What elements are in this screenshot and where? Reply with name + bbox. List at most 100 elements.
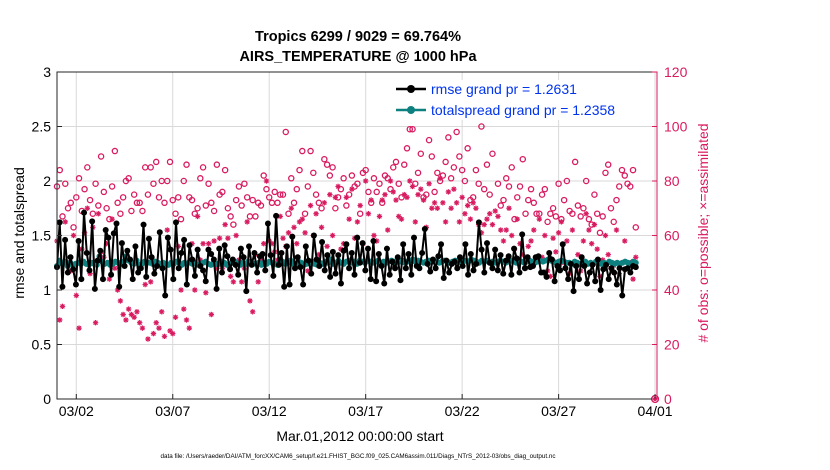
obs-assimilated-point xyxy=(59,303,66,310)
rmse-point xyxy=(575,276,582,283)
asterisk-stroke xyxy=(410,184,415,189)
rmse-point xyxy=(400,241,407,248)
obs-possible-point xyxy=(345,191,353,198)
obs-possible-point xyxy=(536,210,543,217)
asterisk-stroke xyxy=(363,178,369,184)
obs-assimilated-point xyxy=(412,219,418,225)
rmse-point xyxy=(83,249,90,256)
obs-assimilated-point xyxy=(500,238,507,244)
asterisk-stroke xyxy=(123,317,129,323)
rmse-point xyxy=(456,254,463,261)
obs-possible-point xyxy=(194,204,201,212)
obs-assimilated-point xyxy=(302,230,308,236)
obs-possible-point xyxy=(469,194,477,201)
asterisk-stroke xyxy=(131,314,137,320)
asterisk-stroke xyxy=(349,186,355,192)
obs-assimilated-point xyxy=(153,320,159,326)
obs-assimilated-point xyxy=(249,309,256,315)
obs-possible-point xyxy=(453,128,460,136)
obs-assimilated-point xyxy=(227,273,234,280)
obs-possible-point xyxy=(555,180,562,187)
obs-possible-point xyxy=(627,183,634,190)
obs-possible-point xyxy=(365,188,372,196)
obs-possible-point xyxy=(414,169,422,177)
rmse-point xyxy=(229,256,236,263)
rmse-point xyxy=(562,265,569,272)
obs-possible-point xyxy=(527,185,535,193)
asterisk-stroke xyxy=(542,233,548,238)
obs-possible-point xyxy=(376,180,383,187)
obs-possible-point xyxy=(472,166,480,174)
rmse-point xyxy=(524,254,531,261)
obs-possible-point xyxy=(425,136,433,144)
obs-possible-point xyxy=(480,185,488,193)
asterisk-stroke xyxy=(244,219,250,225)
obs-assimilated-point xyxy=(396,213,402,220)
asterisk-stroke xyxy=(203,290,209,296)
rmse-point xyxy=(365,245,372,252)
rmse-point xyxy=(362,267,369,274)
obs-markers xyxy=(53,112,660,404)
asterisk-stroke xyxy=(437,175,443,181)
asterisk-stroke xyxy=(459,194,465,200)
rmse-point xyxy=(118,240,125,247)
rmse-point xyxy=(116,283,123,290)
rmse-point xyxy=(589,261,596,268)
asterisk-stroke xyxy=(335,184,341,189)
rmse-point xyxy=(508,271,515,278)
obs-assimilated-point xyxy=(238,279,245,285)
rmse-point xyxy=(573,263,580,270)
obs-possible-point xyxy=(447,175,455,182)
asterisk-stroke xyxy=(184,317,189,323)
obs-possible-point xyxy=(547,210,554,217)
rmse-point xyxy=(383,245,390,252)
rmse-point xyxy=(300,281,307,288)
obs-possible-point xyxy=(538,191,546,198)
rmse-point xyxy=(619,292,626,299)
rmse-point xyxy=(264,220,271,227)
asterisk-stroke xyxy=(93,320,98,326)
obs-possible-point xyxy=(599,213,606,220)
obs-possible-point xyxy=(213,161,221,168)
asterisk-stroke xyxy=(231,279,236,285)
rmse-point xyxy=(584,280,591,287)
obs-assimilated-point xyxy=(208,311,215,318)
rmse-point xyxy=(475,219,482,226)
obs-assimilated-point xyxy=(489,221,496,228)
obs-assimilated-point xyxy=(178,287,184,293)
rmse-point xyxy=(224,253,231,260)
obs-assimilated-point xyxy=(211,238,217,244)
asterisk-stroke xyxy=(393,197,399,203)
obs-assimilated-point xyxy=(123,317,129,323)
obs-assimilated-point xyxy=(473,205,479,211)
y-tick-label-right: 100 xyxy=(664,119,688,135)
y-tick-label-left: 1.5 xyxy=(32,228,52,244)
rmse-point xyxy=(186,242,193,249)
rmse-point xyxy=(454,265,461,272)
rmse-point xyxy=(202,278,209,285)
asterisk-stroke xyxy=(592,222,597,227)
rmse-point xyxy=(546,249,553,256)
asterisk-stroke xyxy=(71,233,76,238)
asterisk-stroke xyxy=(321,200,327,206)
obs-assimilated-point xyxy=(288,205,294,211)
rmse-point xyxy=(632,264,639,271)
asterisk-stroke xyxy=(330,233,335,238)
asterisk-stroke xyxy=(429,205,435,211)
rmse-point xyxy=(292,265,299,272)
rmse-point xyxy=(521,265,528,272)
asterisk-stroke xyxy=(399,216,404,222)
x-tick-label: 03/27 xyxy=(541,403,576,419)
rmse-point xyxy=(262,267,269,274)
rmse-point xyxy=(173,219,180,226)
rmse-point xyxy=(110,230,117,237)
obs-possible-point xyxy=(519,155,527,163)
x-tick-label: 03/17 xyxy=(348,403,383,419)
y-tick-label-right: 0 xyxy=(664,391,672,407)
obs-possible-point xyxy=(268,199,276,207)
obs-possible-point xyxy=(95,202,102,209)
rmse-point xyxy=(281,283,288,290)
rmse-point xyxy=(102,227,109,234)
asterisk-stroke xyxy=(390,189,396,195)
obs-assimilated-point xyxy=(470,200,476,206)
